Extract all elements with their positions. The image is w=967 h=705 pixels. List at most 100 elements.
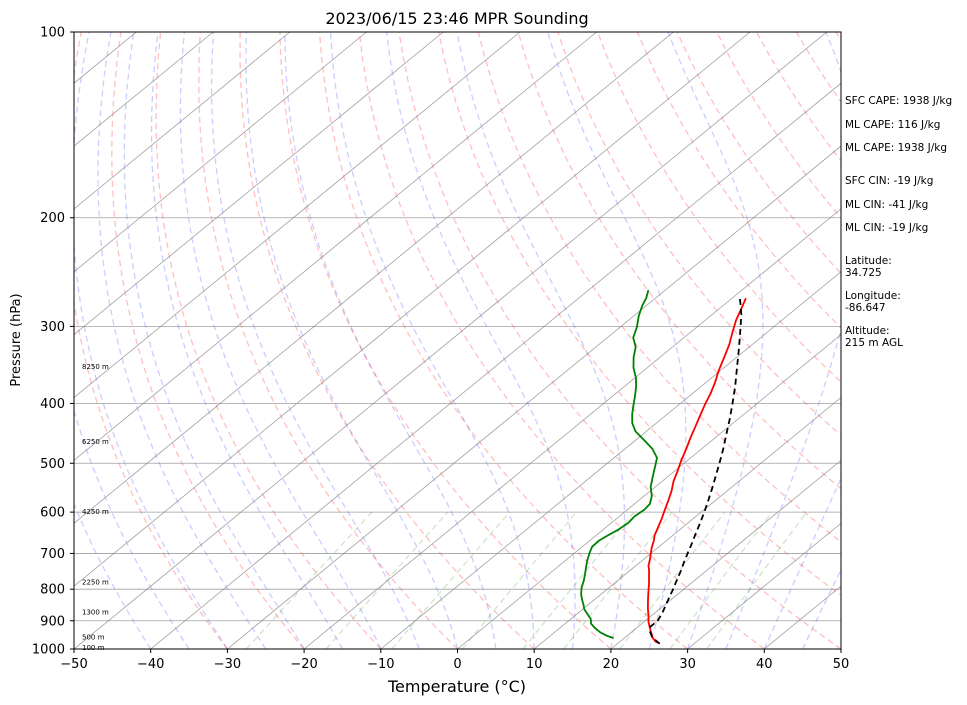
dry-adiabat-line — [955, 32, 967, 649]
sounding-info: SFC CAPE: 1938 J/kg ML CAPE: 116 J/kg ML… — [845, 95, 952, 349]
dry-adiabat-line — [279, 32, 612, 649]
sfc-cape-text: SFC CAPE: 1938 J/kg — [845, 95, 952, 107]
isotherm-line — [457, 334, 841, 649]
isotherm-line — [533, 397, 841, 649]
moist-adiabat-line — [456, 32, 626, 649]
sfc-cin-text: SFC CIN: -19 J/kg — [845, 175, 933, 187]
isotherm-line — [74, 32, 827, 649]
dry-adiabat-line — [155, 32, 382, 649]
x-tick-label: −20 — [290, 657, 317, 672]
y-tick-label: 300 — [40, 320, 65, 335]
mixing-ratio-line — [461, 511, 577, 649]
altitude-value: 215 m AGL — [845, 337, 903, 349]
chart-title: 2023/06/15 23:46 MPR Sounding — [325, 9, 588, 28]
height-label: 100 m — [82, 644, 105, 652]
dry-adiabat-line — [239, 32, 535, 649]
y-tick-label: 600 — [40, 506, 65, 521]
y-tick-label: 900 — [40, 614, 65, 629]
x-tick-label: 40 — [756, 657, 773, 672]
isotherm-line — [227, 145, 841, 649]
ml-cape-text: ML CAPE: 116 J/kg — [845, 119, 940, 131]
background-lines — [74, 32, 967, 649]
isotherm-line — [74, 32, 214, 147]
dry-adiabat-line — [636, 32, 841, 329]
mixing-ratio-line — [325, 511, 449, 649]
dry-adiabat-line — [557, 32, 841, 437]
parcel-profile — [648, 298, 743, 645]
isotherm-line — [74, 32, 291, 210]
x-tick-label: 0 — [453, 657, 461, 672]
moist-adiabat-line — [329, 32, 535, 649]
moist-adiabat-line — [74, 502, 152, 649]
moist-adiabat-line — [210, 32, 420, 649]
moist-adiabats — [74, 32, 841, 649]
dry-adiabat-line — [596, 32, 841, 383]
moist-adiabat-line — [74, 32, 228, 649]
isotherms — [74, 32, 841, 649]
dry-adiabat-line — [398, 32, 841, 649]
isotherm-line — [74, 32, 597, 461]
x-tick-label: 20 — [603, 657, 620, 672]
y-tick-label: 200 — [40, 211, 65, 226]
x-axis-ticks: −50 −40 −30 −20 −10 0 10 20 30 40 50 — [60, 649, 849, 672]
y-axis-ticks: 100 200 300 400 500 600 700 800 900 1000 — [32, 26, 74, 658]
series-layer — [580, 289, 747, 645]
x-tick-label: −10 — [367, 657, 394, 672]
height-label: 2250 m — [82, 579, 109, 587]
moist-adiabat-line — [284, 32, 497, 649]
moist-adiabat-line — [667, 32, 764, 649]
y-tick-label: 400 — [40, 397, 65, 412]
isotherm-line — [74, 32, 521, 399]
dry-adiabat-line — [198, 32, 458, 649]
dry-adiabat-line — [74, 32, 228, 649]
longitude-label: Longitude: — [845, 290, 901, 302]
x-tick-label: −30 — [214, 657, 241, 672]
moist-adiabat-line — [385, 32, 576, 649]
y-tick-label: 1000 — [32, 643, 65, 658]
plot-frame — [73, 31, 842, 650]
y-tick-label: 100 — [40, 26, 65, 41]
moist-adiabat-line — [245, 32, 459, 649]
isotherm-line — [380, 271, 841, 649]
ml-cin-text-2: ML CIN: -19 J/kg — [845, 222, 928, 234]
altitude-label: Altitude: — [845, 325, 890, 337]
height-label: 8250 m — [82, 363, 109, 371]
isobars — [74, 217, 841, 622]
height-label: 4250 m — [82, 508, 109, 516]
dry-adiabat-line — [517, 32, 841, 490]
x-tick-label: 50 — [833, 657, 850, 672]
x-tick-label: −40 — [137, 657, 164, 672]
latitude-label: Latitude: — [845, 255, 892, 267]
temperature-profile — [647, 297, 747, 645]
dry-adiabat-line — [318, 32, 689, 649]
x-tick-label: 10 — [526, 657, 543, 672]
isotherm-line — [74, 32, 674, 524]
moist-adiabat-line — [179, 32, 382, 649]
height-labels: 8250 m 6250 m 4250 m 2250 m 1300 m 500 m 100 m — [82, 363, 109, 652]
height-label: 1300 m — [82, 608, 109, 616]
isotherm-line — [687, 522, 841, 649]
dry-adiabat-line — [358, 32, 765, 649]
dewpoint-profile — [580, 289, 658, 639]
y-axis-label: Pressure (hPa) — [9, 293, 24, 386]
mixing-ratio-line — [245, 511, 373, 649]
isotherm-line — [150, 82, 841, 649]
height-label: 500 m — [82, 634, 105, 642]
y-tick-label: 500 — [40, 457, 65, 472]
moist-adiabat-line — [547, 32, 687, 649]
y-tick-label: 700 — [40, 547, 65, 562]
dry-adiabat-line — [111, 32, 305, 649]
x-tick-label: −50 — [60, 657, 87, 672]
ml-cape-text-2: ML CAPE: 1938 J/kg — [845, 142, 947, 154]
mixing-ratio-line — [522, 511, 635, 649]
mixing-ratio-line — [391, 511, 511, 649]
longitude-value: -86.647 — [845, 302, 886, 314]
moist-adiabat-line — [763, 476, 841, 649]
y-tick-label: 800 — [40, 583, 65, 598]
isotherm-line — [610, 459, 841, 649]
dry-adiabats — [74, 32, 967, 649]
moist-adiabat-line — [150, 32, 343, 649]
isotherm-line — [303, 208, 841, 649]
moist-adiabat-line — [725, 32, 841, 649]
